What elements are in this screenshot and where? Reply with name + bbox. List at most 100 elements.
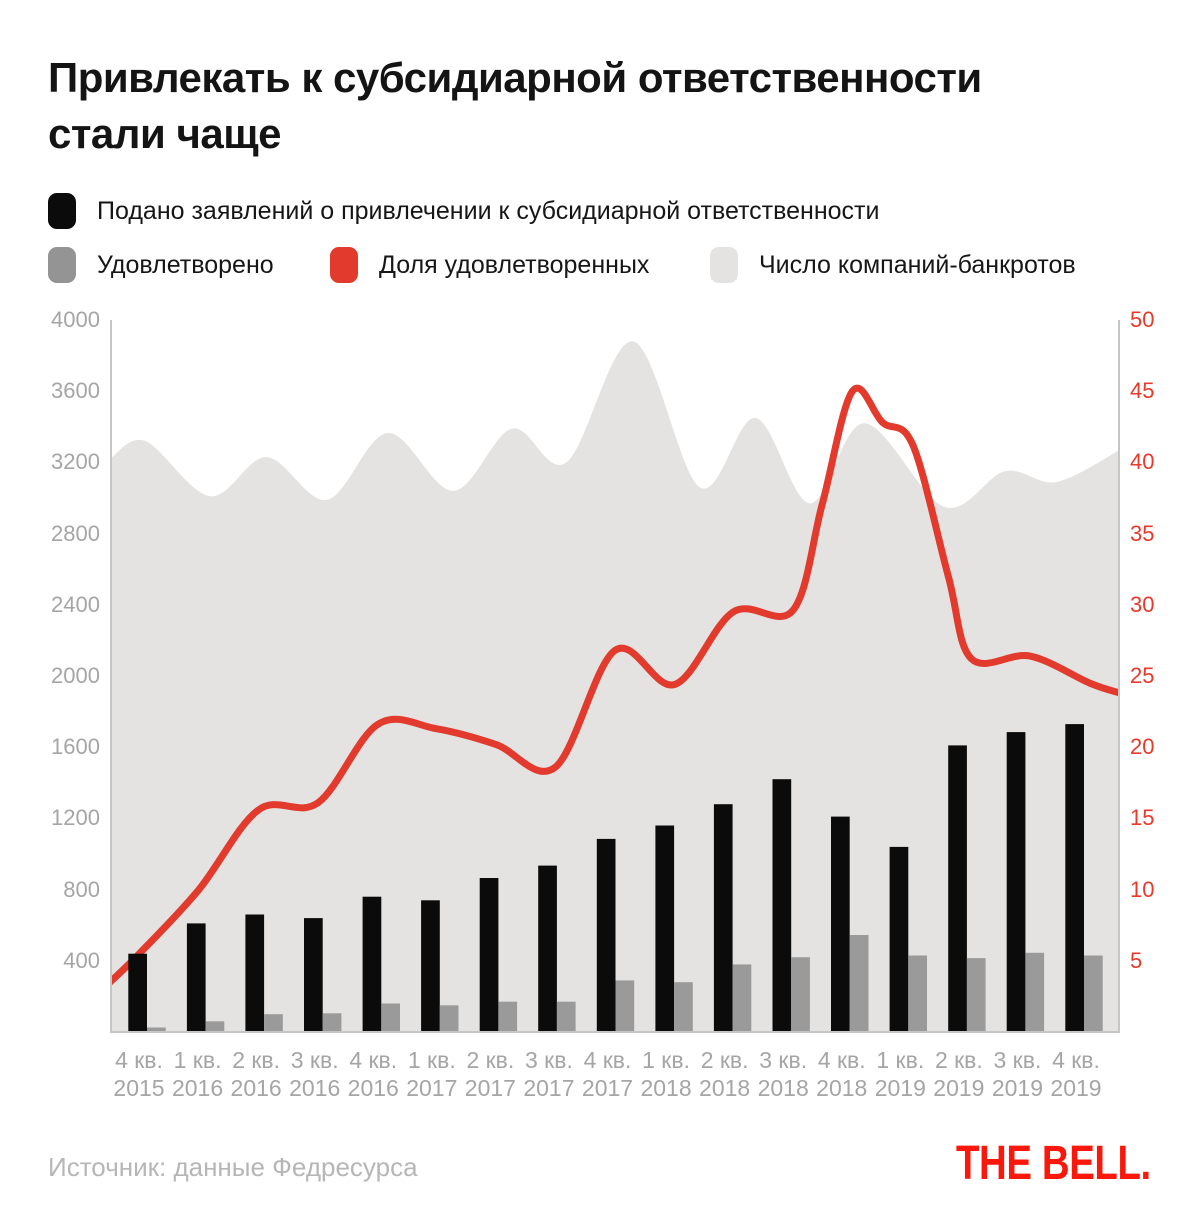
bar-granted	[498, 1001, 518, 1032]
x-axis-label-year: 2016	[230, 1075, 282, 1101]
x-axis-label-year: 2017	[406, 1075, 458, 1101]
x-axis-label: 4 кв. 2018	[812, 1046, 872, 1102]
x-axis-label: 3 кв. 2019	[987, 1046, 1047, 1102]
x-axis-label-year: 2016	[289, 1075, 341, 1101]
x-axis-label-quarter: 4 кв.	[349, 1047, 398, 1073]
bar-granted	[381, 1003, 400, 1032]
bar-filed	[362, 896, 382, 1032]
bar-granted	[147, 1027, 166, 1032]
bar-filed	[948, 745, 967, 1032]
x-axis-label-year: 2016	[171, 1075, 224, 1101]
bar-filed	[831, 816, 850, 1032]
bar-filed	[304, 918, 323, 1032]
x-axis-label-quarter: 4 кв.	[583, 1047, 632, 1073]
left-axis-tick: 1600	[51, 734, 100, 760]
x-axis-label-year: 2017	[523, 1075, 575, 1101]
x-axis-label-year: 2016	[347, 1075, 399, 1101]
bar-granted	[615, 980, 635, 1032]
logo-the-bell: THE BELL.	[956, 1137, 1151, 1190]
left-axis-tick: 3600	[51, 378, 100, 404]
left-axis-tick: 2400	[51, 591, 100, 617]
legend-swatch-filed	[48, 193, 76, 229]
x-axis-label-year: 2018	[757, 1075, 809, 1101]
line-share-granted	[110, 384, 1120, 986]
right-axis-tick: 5	[1130, 947, 1143, 973]
bar-filed	[713, 804, 733, 1032]
bar-granted	[849, 935, 869, 1032]
x-axis-label-year: 2017	[464, 1075, 516, 1101]
x-axis-label: 1 кв. 2018	[636, 1046, 696, 1102]
x-axis-label-year: 2019	[991, 1075, 1044, 1101]
x-axis-label: 1 кв. 2019	[870, 1046, 930, 1102]
x-axis-label: 2 кв. 2017	[460, 1046, 520, 1102]
bar-granted	[732, 964, 752, 1032]
bar-granted	[1084, 955, 1103, 1032]
x-axis-label: 2 кв. 2016	[226, 1046, 286, 1102]
legend-swatch-granted	[48, 247, 76, 283]
x-axis-label: 2 кв. 2018	[695, 1046, 755, 1102]
x-axis-label: 4 кв. 2019	[1046, 1046, 1106, 1102]
page-title: Привлекать к субсидиарной ответственност…	[48, 54, 982, 157]
x-axis-label-quarter: 1 кв.	[173, 1047, 222, 1073]
left-axis-tick: 2000	[51, 663, 100, 688]
legend-label-bankrupts: Число компаний-банкротов	[759, 250, 1076, 279]
bar-filed	[655, 825, 675, 1032]
x-axis-label-quarter: 4 кв.	[115, 1047, 163, 1073]
bar-granted	[1025, 952, 1045, 1032]
plot-svg	[110, 320, 1120, 1033]
x-axis-label: 4 кв. 2017	[578, 1046, 638, 1102]
area-bankrupt-companies	[110, 341, 1120, 1032]
right-axis-tick: 50	[1130, 307, 1155, 332]
left-axis-tick: 2800	[51, 520, 100, 546]
x-axis-label-quarter: 4 кв.	[1052, 1047, 1100, 1073]
legend-label-filed: Подано заявлений о привлечении к субсиди…	[97, 196, 880, 225]
x-axis-label-quarter: 3 кв.	[993, 1047, 1042, 1073]
x-axis-label: 1 кв. 2017	[402, 1046, 462, 1102]
bar-granted	[674, 982, 693, 1032]
bar-filed	[421, 900, 440, 1032]
x-axis-label-year: 2018	[699, 1075, 751, 1101]
legend-item-share: Доля удовлетворенных	[330, 247, 649, 283]
bar-filed	[128, 953, 147, 1032]
left-axis-tick: 400	[63, 947, 100, 973]
legend-label-granted: Удовлетворено	[97, 250, 274, 279]
x-axis-label-quarter: 2 кв.	[700, 1047, 749, 1073]
bar-granted	[264, 1014, 283, 1032]
bar-granted	[322, 1013, 342, 1032]
bar-filed	[772, 779, 792, 1032]
x-axis-label-quarter: 1 кв.	[642, 1047, 690, 1073]
x-axis-label-quarter: 2 кв.	[934, 1047, 983, 1073]
legend-label-share: Доля удовлетворенных	[379, 250, 650, 279]
x-axis-label: 3 кв. 2018	[753, 1046, 813, 1102]
right-axis-tick: 30	[1130, 591, 1155, 617]
x-axis-label-quarter: 2 кв.	[232, 1047, 281, 1073]
x-axis-label: 4 кв. 2016	[343, 1046, 403, 1102]
left-axis-tick: 3200	[51, 449, 100, 475]
x-axis-label: 2 кв. 2019	[929, 1046, 989, 1102]
bar-filed	[186, 923, 206, 1032]
x-axis-label-quarter: 1 кв.	[407, 1047, 456, 1073]
x-axis-label: 3 кв. 2017	[519, 1046, 579, 1102]
x-axis-label-year: 2019	[933, 1075, 985, 1101]
right-axis-tick: 45	[1130, 378, 1155, 404]
x-axis-label-quarter: 3 кв.	[759, 1047, 808, 1073]
legend-swatch-share	[330, 247, 358, 283]
legend-swatch-bankrupts	[710, 247, 738, 283]
bar-filed	[889, 846, 909, 1032]
bar-granted	[908, 955, 927, 1032]
bar-granted	[205, 1021, 225, 1032]
bar-granted	[439, 1005, 459, 1032]
source-note: Источник: данные Федресурса	[48, 1152, 418, 1182]
x-axis-label: 3 кв. 2016	[285, 1046, 345, 1102]
right-axis-tick: 20	[1130, 734, 1155, 760]
x-axis-label-quarter: 3 кв.	[290, 1047, 339, 1073]
bar-granted	[791, 957, 810, 1032]
bar-filed	[245, 914, 265, 1032]
x-axis-label: 4 кв. 2015	[109, 1046, 169, 1102]
right-axis-tick: 35	[1130, 520, 1155, 546]
bar-granted	[556, 1001, 576, 1032]
left-axis-tick: 800	[63, 876, 100, 902]
bar-filed	[479, 878, 499, 1032]
x-axis-label: 1 кв. 2016	[168, 1046, 228, 1102]
bar-granted	[966, 958, 986, 1032]
